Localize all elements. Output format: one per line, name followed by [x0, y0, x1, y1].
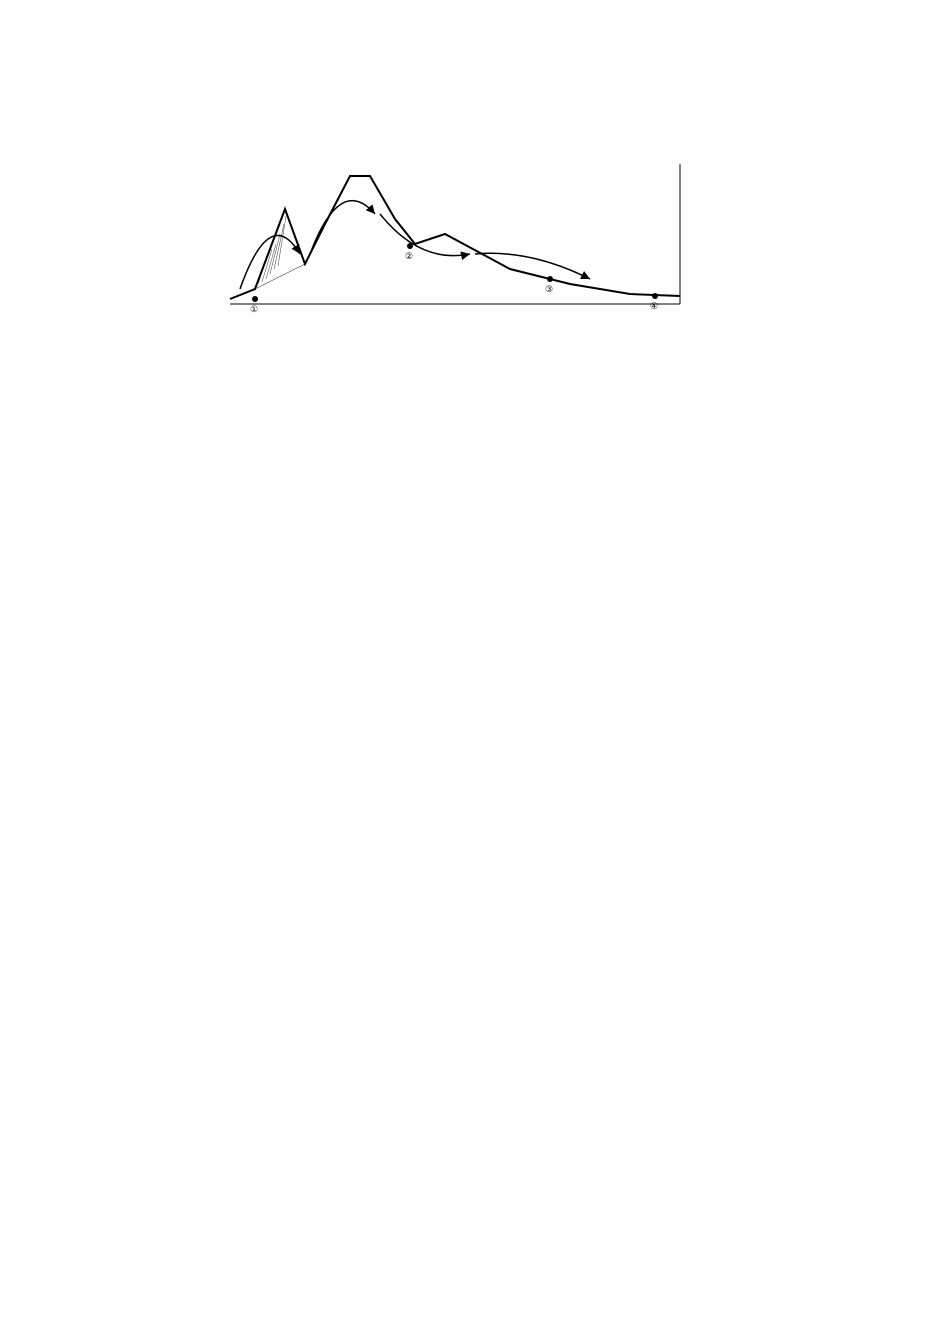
- svg-text:③: ③: [545, 284, 553, 294]
- city-1-dot: [252, 296, 258, 302]
- city-4-dot: [652, 293, 658, 299]
- climate-charts-row: [210, 334, 775, 474]
- terrain-profile-svg: ① ② ③ ④: [210, 154, 730, 324]
- svg-text:④: ④: [650, 301, 658, 311]
- city-2-dot: [407, 243, 413, 249]
- svg-text:①: ①: [250, 304, 258, 314]
- figure-block: ① ② ③ ④: [210, 154, 775, 474]
- svg-text:②: ②: [405, 251, 413, 261]
- climate-chart-2: [383, 334, 548, 474]
- climate-chart-3: [556, 334, 721, 474]
- climate-chart-1: [210, 334, 375, 474]
- city-3-dot: [547, 276, 553, 282]
